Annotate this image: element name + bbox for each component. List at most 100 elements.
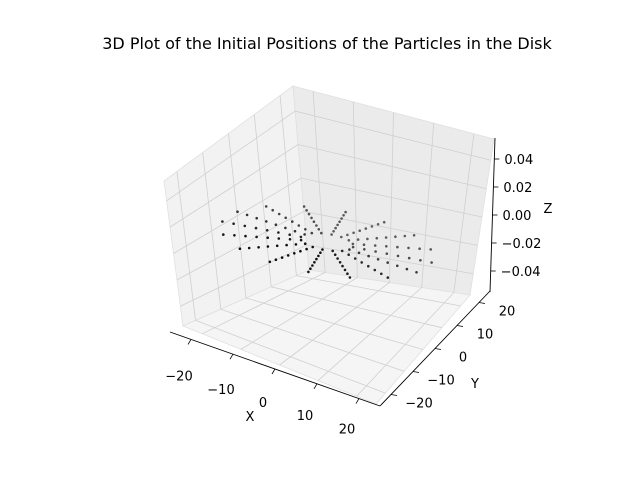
data-point-9 xyxy=(363,248,366,251)
data-point-66 xyxy=(284,226,287,230)
data-point-75 xyxy=(265,229,269,232)
data-point-28 xyxy=(384,236,388,239)
data-point-112 xyxy=(331,249,335,253)
data-point-49 xyxy=(317,228,321,231)
data-point-60 xyxy=(284,216,288,220)
data-point-34 xyxy=(352,231,355,235)
z-grid-4 xyxy=(166,110,491,202)
x-tick-0 xyxy=(187,339,192,345)
data-point-31 xyxy=(412,234,416,237)
data-point-101 xyxy=(280,256,284,259)
data-point-2 xyxy=(367,254,370,258)
data-point-19 xyxy=(385,245,388,248)
data-point-117 xyxy=(343,268,347,272)
x-tick-3 xyxy=(313,383,318,390)
data-point-79 xyxy=(221,220,224,223)
data-point-108 xyxy=(313,261,316,264)
y-axis-label: Y xyxy=(470,377,479,392)
data-point-56 xyxy=(310,231,314,235)
z-tick-label-4: 0.04 xyxy=(504,153,533,168)
data-point-68 xyxy=(265,220,268,223)
data-point-100 xyxy=(286,254,290,257)
data-point-57 xyxy=(304,228,307,231)
data-point-87 xyxy=(222,233,225,236)
data-point-123 xyxy=(360,261,364,264)
z-grid-3 xyxy=(169,144,487,228)
data-point-32 xyxy=(340,235,343,239)
x-axis-label: X xyxy=(246,410,255,425)
data-point-122 xyxy=(353,257,357,260)
y-grid-floor-3 xyxy=(271,286,442,329)
z-tick-label-1: −0.02 xyxy=(502,237,542,252)
x-tick-label-3: 10 xyxy=(297,409,314,424)
data-point-62 xyxy=(271,208,275,212)
data-point-27 xyxy=(375,236,379,240)
data-point-116 xyxy=(341,264,344,268)
data-point-85 xyxy=(244,234,247,238)
data-point-119 xyxy=(348,276,352,279)
data-point-71 xyxy=(236,210,239,213)
z-tick-label-0: −0.04 xyxy=(501,265,541,280)
data-point-81 xyxy=(288,238,292,241)
data-point-40 xyxy=(330,233,333,236)
data-point-70 xyxy=(245,213,249,217)
y-tick-label-1: −10 xyxy=(427,374,454,389)
data-point-88 xyxy=(303,242,307,245)
z-axis-label: Z xyxy=(544,202,553,217)
data-point-20 xyxy=(396,245,399,249)
data-point-82 xyxy=(277,237,281,240)
z-grid-2 xyxy=(173,177,483,254)
data-point-94 xyxy=(247,246,251,250)
y-tick-4 xyxy=(478,302,486,304)
y-tick-1 xyxy=(412,371,420,373)
x-tick-2 xyxy=(271,368,276,375)
y-tick-0 xyxy=(390,394,398,396)
data-point-92 xyxy=(266,245,270,248)
data-point-95 xyxy=(238,247,242,250)
data-point-22 xyxy=(418,247,421,250)
data-point-18 xyxy=(373,244,377,247)
data-point-7 xyxy=(415,271,418,274)
data-point-1 xyxy=(357,251,361,255)
x-tick-4 xyxy=(355,398,360,404)
axis-ticks: −20 −10 0 10 20 −20 −10 0 10 20 −0.04 −0.02 0.00 0.02… xyxy=(165,153,541,437)
data-point-99 xyxy=(293,252,296,255)
data-point-73 xyxy=(288,233,292,236)
data-point-118 xyxy=(346,272,349,276)
data-point-63 xyxy=(264,205,268,208)
data-point-76 xyxy=(254,226,258,230)
data-point-89 xyxy=(294,243,298,246)
pane-floor xyxy=(181,269,471,405)
data-point-127 xyxy=(386,276,390,279)
y-grid-floor-0 xyxy=(195,320,386,394)
data-point-45 xyxy=(340,217,343,220)
data-point-114 xyxy=(336,257,339,260)
data-point-43 xyxy=(336,223,339,227)
data-point-111 xyxy=(307,270,310,274)
data-point-41 xyxy=(332,230,335,233)
y-grid-floor-2 xyxy=(245,297,424,350)
data-point-36 xyxy=(364,227,368,230)
x-tick-label-1: −10 xyxy=(207,383,234,398)
data-point-77 xyxy=(243,224,247,228)
data-point-55 xyxy=(302,205,306,208)
z-grid-1 xyxy=(176,211,478,281)
data-point-50 xyxy=(315,224,318,227)
data-point-15 xyxy=(430,261,433,264)
data-point-29 xyxy=(394,235,397,238)
data-point-3 xyxy=(376,258,380,261)
x-tick-label-2: 0 xyxy=(259,396,267,411)
data-point-83 xyxy=(266,236,270,239)
chart-title: 3D Plot of the Initial Positions of the … xyxy=(102,34,552,53)
data-point-80 xyxy=(299,238,303,242)
x-tick-label-0: −20 xyxy=(165,370,192,385)
data-point-96 xyxy=(311,245,315,249)
data-point-113 xyxy=(333,253,337,256)
data-point-104 xyxy=(321,248,324,251)
data-point-14 xyxy=(419,259,422,262)
data-point-33 xyxy=(346,233,349,237)
data-point-13 xyxy=(407,256,411,260)
data-point-12 xyxy=(396,254,400,258)
data-point-97 xyxy=(305,247,308,251)
data-point-121 xyxy=(347,253,351,256)
